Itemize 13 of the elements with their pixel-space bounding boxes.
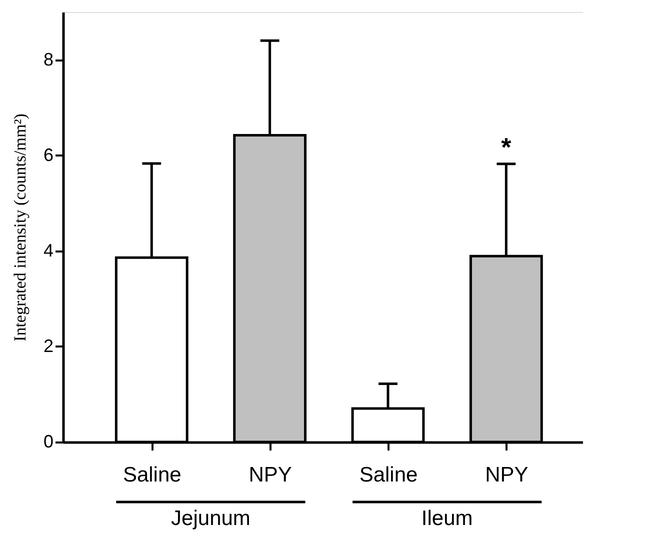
x-tick-label: Saline (359, 464, 418, 486)
y-tick-label: 6 (43, 144, 54, 165)
annotation: * (501, 132, 512, 162)
text: Jejunum (171, 507, 250, 530)
y-tick-label: 4 (43, 240, 54, 260)
x-tick-label: Saline (122, 464, 182, 486)
y-tick-label: 0 (43, 432, 54, 452)
x-tick-label: NPY (485, 464, 528, 486)
y-tick-label: 2 (43, 336, 54, 356)
y-tick-label: 8 (43, 49, 54, 70)
y-axis-title: Integrated intensity (counts/mm²) (10, 114, 30, 342)
x-tick-label: NPY (248, 464, 292, 486)
text: Ileum (421, 507, 473, 530)
